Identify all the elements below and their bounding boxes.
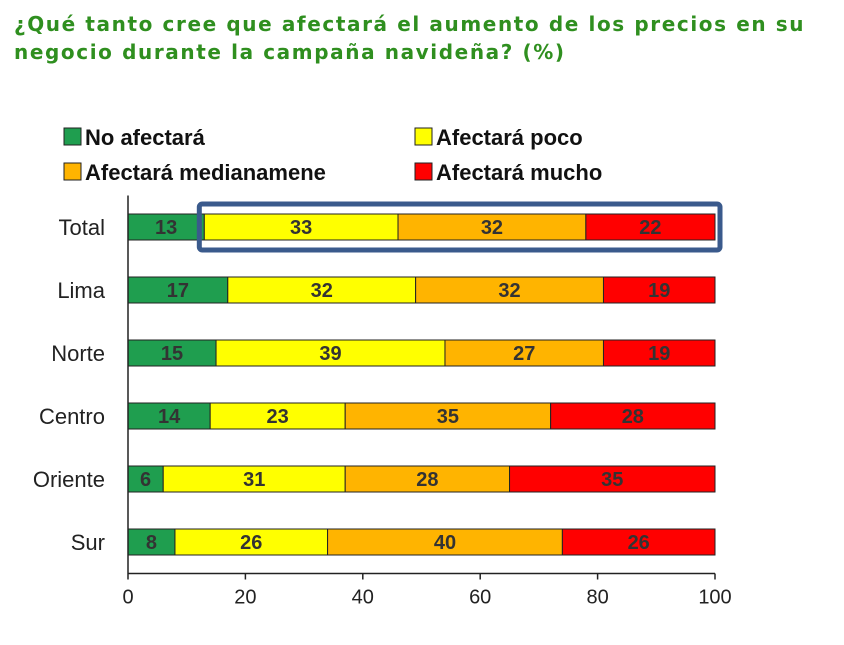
data-label: 26	[240, 532, 262, 554]
data-label: 17	[167, 280, 189, 302]
data-label: 19	[648, 343, 670, 365]
data-label: 19	[648, 280, 670, 302]
legend-swatch	[414, 162, 433, 181]
category-label: Oriente	[33, 467, 105, 492]
legend: No afectará Afectará poco Afectará mediana…	[63, 125, 602, 185]
bar-segment	[602, 276, 716, 304]
bar-segment	[215, 339, 446, 367]
legend-label: Afectará poco	[436, 125, 583, 150]
bar-segment	[585, 213, 716, 241]
data-label: 13	[155, 217, 177, 239]
highlight-box	[196, 201, 723, 253]
legend-swatch	[63, 162, 82, 181]
legend-swatch	[414, 127, 433, 146]
legend-swatch	[63, 127, 82, 146]
x-tick-label: 20	[234, 587, 256, 609]
legend-label: Afectará medianamene	[85, 160, 326, 185]
bar-segment	[415, 276, 604, 304]
chart-title: ¿Qué tanto cree que afectará el aumento …	[14, 12, 806, 64]
data-label: 26	[628, 532, 650, 554]
x-tick-label: 40	[352, 587, 374, 609]
data-label: 35	[601, 469, 623, 491]
data-label: 40	[434, 532, 456, 554]
bar-segment	[127, 276, 229, 304]
data-label: 32	[498, 280, 520, 302]
bar-segment	[509, 465, 716, 493]
data-label: 8	[146, 532, 157, 554]
bar-segment	[127, 339, 217, 367]
legend-label: Afectará mucho	[436, 160, 602, 185]
x-tick-label: 80	[586, 587, 608, 609]
x-tick-label: 0	[122, 587, 133, 609]
data-label: 28	[416, 469, 438, 491]
bar-segment	[127, 402, 211, 430]
bar-segment	[227, 276, 417, 304]
axes: 0 20 40 60 80 100	[122, 195, 732, 609]
bar-segment	[127, 213, 205, 241]
data-label: 33	[290, 217, 312, 239]
bar-segment	[162, 465, 346, 493]
data-label: 32	[481, 217, 503, 239]
x-tick-label: 100	[698, 587, 731, 609]
category-label: Total	[59, 215, 105, 240]
data-label: 35	[437, 406, 459, 428]
x-tick-label: 60	[469, 587, 491, 609]
bar-segment	[444, 339, 604, 367]
data-label: 31	[243, 469, 265, 491]
data-label: 15	[161, 343, 183, 365]
data-label: 39	[319, 343, 341, 365]
bar-segment	[550, 402, 716, 430]
data-label: 28	[622, 406, 644, 428]
bar-segment	[127, 465, 164, 493]
data-label: 32	[311, 280, 333, 302]
data-label: 27	[513, 343, 535, 365]
data-label: 6	[140, 469, 151, 491]
category-label: Sur	[71, 530, 105, 555]
legend-label: No afectará	[85, 125, 206, 150]
category-label: Norte	[51, 341, 105, 366]
bar-segment	[327, 528, 563, 556]
category-label: Centro	[39, 404, 105, 429]
bars: Total 13 33 32 22 Lima 17 32 32 19 Norte 15 39 27 19 Ce…	[33, 201, 723, 556]
category-label: Lima	[57, 278, 105, 303]
data-label: 23	[267, 406, 289, 428]
data-label: 14	[158, 406, 181, 428]
bar-segment	[602, 339, 716, 367]
bar-segment	[209, 402, 346, 430]
data-label: 22	[639, 217, 661, 239]
bar-segment	[561, 528, 716, 556]
